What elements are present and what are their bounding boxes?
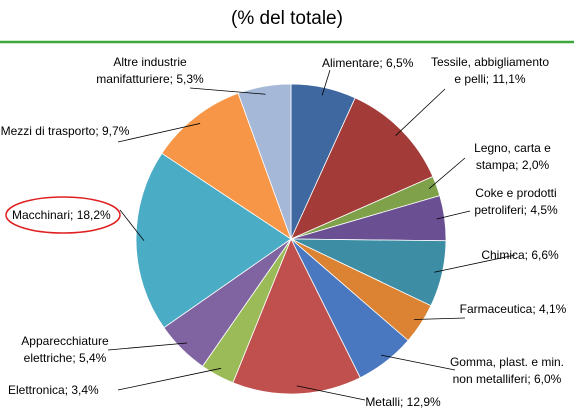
leader-line xyxy=(117,123,201,143)
data-label: Macchinari; 18,2% xyxy=(12,208,111,222)
pie-slice xyxy=(237,83,292,240)
data-label: Apparecchiature elettriche; 5,4% xyxy=(21,334,109,365)
data-label: Tessile, abbigliamento e pelli; 11,1% xyxy=(430,55,550,86)
pie-slice xyxy=(232,238,361,395)
leader-line xyxy=(434,254,516,273)
leader-line xyxy=(296,385,366,401)
leader-line xyxy=(107,342,188,351)
leader-line xyxy=(189,87,266,95)
leader-line xyxy=(428,157,466,189)
leader-line xyxy=(436,210,471,220)
data-label: Alimentare; 6,5% xyxy=(322,56,414,70)
leader-line xyxy=(413,317,466,320)
data-label: Farmaceutica; 4,1% xyxy=(459,302,567,316)
data-label: Metalli; 12,9% xyxy=(365,395,441,409)
data-label: Altre industrie manifatturiere; 5,3% xyxy=(96,55,204,86)
data-label: Gomma, plast. e min. non metalliferi; 6,… xyxy=(449,355,565,386)
pie-slice xyxy=(135,152,292,329)
chart-title: (% del totale) xyxy=(231,8,343,29)
highlight-ellipse xyxy=(5,196,121,234)
leader-line xyxy=(321,69,331,96)
leader-line xyxy=(381,354,456,371)
pie-slice xyxy=(161,92,292,241)
leader-line xyxy=(395,88,446,136)
data-label: Coke e prodotti petroliferi; 4,5% xyxy=(474,186,558,217)
leader-line xyxy=(117,367,222,391)
leader-line xyxy=(119,209,145,241)
data-label: Elettronica; 3,4% xyxy=(8,383,99,397)
data-label: Mezzi di trasporto; 9,7% xyxy=(0,124,130,138)
data-label: Chimica; 6,6% xyxy=(481,248,559,262)
data-label: Legno, carta e stampa; 2,0% xyxy=(474,141,551,172)
